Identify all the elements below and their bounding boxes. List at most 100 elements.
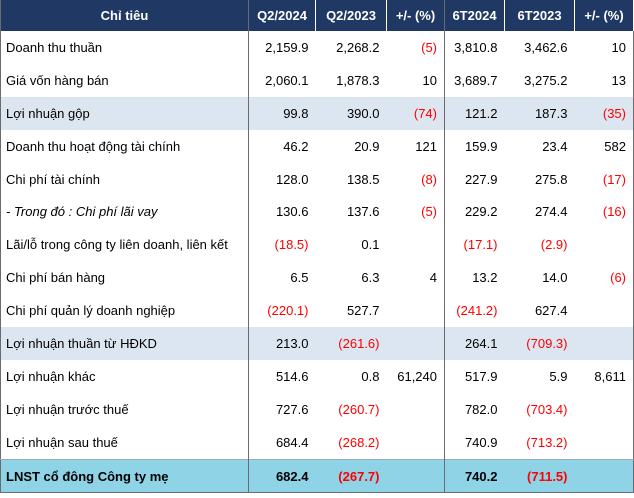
cell-value: 229.2 bbox=[464, 204, 498, 220]
cell-value: (709.3) bbox=[504, 327, 575, 360]
cell-value: (711.5) bbox=[504, 458, 575, 493]
cell-value bbox=[386, 392, 445, 426]
cell-value: (241.2) bbox=[456, 303, 498, 319]
table-header: Chỉ tiêu Q2/2024 Q2/2023 +/- (%) 6T2024 6T202… bbox=[0, 0, 634, 31]
row-label: Lãi/lỗ trong công ty liên doanh, liên kế… bbox=[0, 228, 249, 262]
cell-value: 10 bbox=[386, 63, 445, 97]
cell-value: 99.8 bbox=[248, 96, 316, 130]
cell-value: (74) bbox=[386, 96, 445, 130]
cell-value: 4 bbox=[386, 261, 445, 295]
cell-value bbox=[575, 294, 634, 327]
row-label: Lợi nhuận khác bbox=[0, 359, 249, 393]
cell-value: 782.0 bbox=[464, 401, 498, 417]
cell-value: 13 bbox=[611, 72, 626, 88]
cell-value: 1,878.3 bbox=[336, 72, 380, 88]
row-label: Doanh thu thuần bbox=[0, 31, 249, 64]
cell-value: (5) bbox=[386, 195, 445, 229]
table-row: - Trong đó : Chi phí lãi vay 130.6 137.6 (5… bbox=[0, 195, 634, 229]
cell-value: 684.4 bbox=[275, 434, 309, 450]
header-column-1: Q2/2024 bbox=[248, 0, 316, 31]
row-label: - Trong đó : Chi phí lãi vay bbox=[0, 195, 249, 229]
table-row: Doanh thu hoạt động tài chính 46.2 20.9 121… bbox=[0, 129, 634, 163]
cell-value: 187.3 bbox=[504, 96, 575, 130]
cell-value: 10 bbox=[611, 39, 626, 55]
table-row: Chi phí bán hàng 6.5 6.3 4 13.2 14.0 (6) bbox=[0, 261, 634, 295]
header-column-6: +/- (%) bbox=[574, 0, 634, 31]
cell-value: 6.3 bbox=[361, 270, 380, 286]
cell-value: 121.2 bbox=[444, 96, 505, 130]
row-label: Lợi nhuận thuần từ HĐKD bbox=[0, 327, 249, 360]
cell-value: 390.0 bbox=[315, 96, 387, 130]
row-label: Lợi nhuận sau thuế bbox=[0, 425, 249, 460]
cell-value: 582 bbox=[604, 138, 626, 154]
cell-value: 46.2 bbox=[283, 138, 309, 154]
table-row: Lãi/lỗ trong công ty liên doanh, liên kế… bbox=[0, 228, 634, 262]
cell-value: 0.1 bbox=[361, 237, 380, 253]
row-label: Chi phí tài chính bbox=[0, 162, 249, 196]
table-row: Lợi nhuận gộp 99.8 390.0 (74) 121.2 187.3 (35) bbox=[0, 96, 634, 130]
cell-value: 3,275.2 bbox=[524, 72, 568, 88]
row-label: Lợi nhuận gộp bbox=[0, 96, 249, 130]
cell-value: 682.4 bbox=[248, 458, 316, 493]
cell-value: 121 bbox=[386, 129, 445, 163]
cell-value: (2.9) bbox=[540, 237, 568, 253]
cell-value: 138.5 bbox=[346, 171, 380, 187]
cell-value: (35) bbox=[574, 96, 634, 130]
cell-value: 3,462.6 bbox=[524, 39, 568, 55]
row-label: Giá vốn hàng bán bbox=[0, 63, 249, 97]
cell-value: 159.9 bbox=[464, 138, 498, 154]
cell-value: 527.7 bbox=[346, 303, 380, 319]
cell-value: 517.9 bbox=[464, 368, 498, 384]
cell-value: 227.9 bbox=[464, 171, 498, 187]
cell-value bbox=[575, 393, 634, 426]
cell-value: (260.7) bbox=[338, 401, 380, 417]
header-row: Chỉ tiêu Q2/2024 Q2/2023 +/- (%) 6T2024 6T202… bbox=[0, 0, 634, 31]
table-row: Lợi nhuận trước thuế 727.6 (260.7) 782.0 (70… bbox=[0, 392, 634, 426]
table-row: LNST cổ đông Công ty mẹ 682.4 (267.7) 740.2… bbox=[0, 458, 634, 493]
cell-value: 274.4 bbox=[534, 204, 568, 220]
cell-value: 128.0 bbox=[275, 171, 309, 187]
header-column-5: 6T2023 bbox=[504, 0, 575, 31]
row-label: Lợi nhuận trước thuế bbox=[0, 392, 249, 426]
cell-value: (261.6) bbox=[315, 327, 387, 360]
cell-value: 20.9 bbox=[354, 138, 380, 154]
table-row: Lợi nhuận thuần từ HĐKD 213.0 (261.6) 264.1… bbox=[0, 327, 634, 360]
header-column-4: 6T2024 bbox=[444, 0, 505, 31]
cell-value: 23.4 bbox=[542, 138, 568, 154]
cell-value: 130.6 bbox=[275, 204, 309, 220]
cell-value bbox=[575, 228, 634, 261]
cell-value: 264.1 bbox=[444, 327, 505, 360]
cell-value: (220.1) bbox=[267, 303, 309, 319]
cell-value: (713.2) bbox=[526, 434, 568, 450]
table-row: Chi phí tài chính 128.0 138.5 (8) 227.9 275.8… bbox=[0, 162, 634, 196]
header-column-2: Q2/2023 bbox=[315, 0, 387, 31]
cell-value: (8) bbox=[386, 162, 445, 196]
cell-value bbox=[574, 327, 634, 360]
table-body: Doanh thu thuần 2,159.9 2,268.2 (5) 3,810.8 3… bbox=[0, 31, 634, 493]
cell-value bbox=[575, 426, 634, 459]
cell-value: 2,268.2 bbox=[336, 39, 380, 55]
cell-value: 727.6 bbox=[275, 401, 309, 417]
cell-value bbox=[386, 425, 445, 460]
cell-value: 0.8 bbox=[361, 368, 380, 384]
cell-value: 6.5 bbox=[290, 270, 309, 286]
cell-value: 8,611 bbox=[594, 368, 626, 384]
cell-value: 2,159.9 bbox=[265, 39, 309, 55]
row-label: Chi phí quản lý doanh nghiệp bbox=[0, 294, 249, 328]
cell-value bbox=[386, 458, 445, 493]
table-row: Giá vốn hàng bán 2,060.1 1,878.3 10 3,689.7 3… bbox=[0, 63, 634, 97]
cell-value: 61,240 bbox=[386, 359, 445, 393]
cell-value: (17.1) bbox=[463, 237, 498, 253]
cell-value: 3,810.8 bbox=[454, 39, 498, 55]
table-row: Doanh thu thuần 2,159.9 2,268.2 (5) 3,810.8 3… bbox=[0, 31, 634, 64]
cell-value: (18.5) bbox=[274, 237, 309, 253]
cell-value bbox=[574, 458, 634, 493]
row-label: LNST cổ đông Công ty mẹ bbox=[0, 458, 249, 493]
cell-value bbox=[386, 294, 445, 328]
cell-value: 137.6 bbox=[346, 204, 380, 220]
cell-value: (6) bbox=[610, 270, 626, 286]
row-label: Doanh thu hoạt động tài chính bbox=[0, 129, 249, 163]
cell-value: 740.9 bbox=[464, 434, 498, 450]
table-row: Chi phí quản lý doanh nghiệp (220.1) 527.7… bbox=[0, 294, 634, 328]
